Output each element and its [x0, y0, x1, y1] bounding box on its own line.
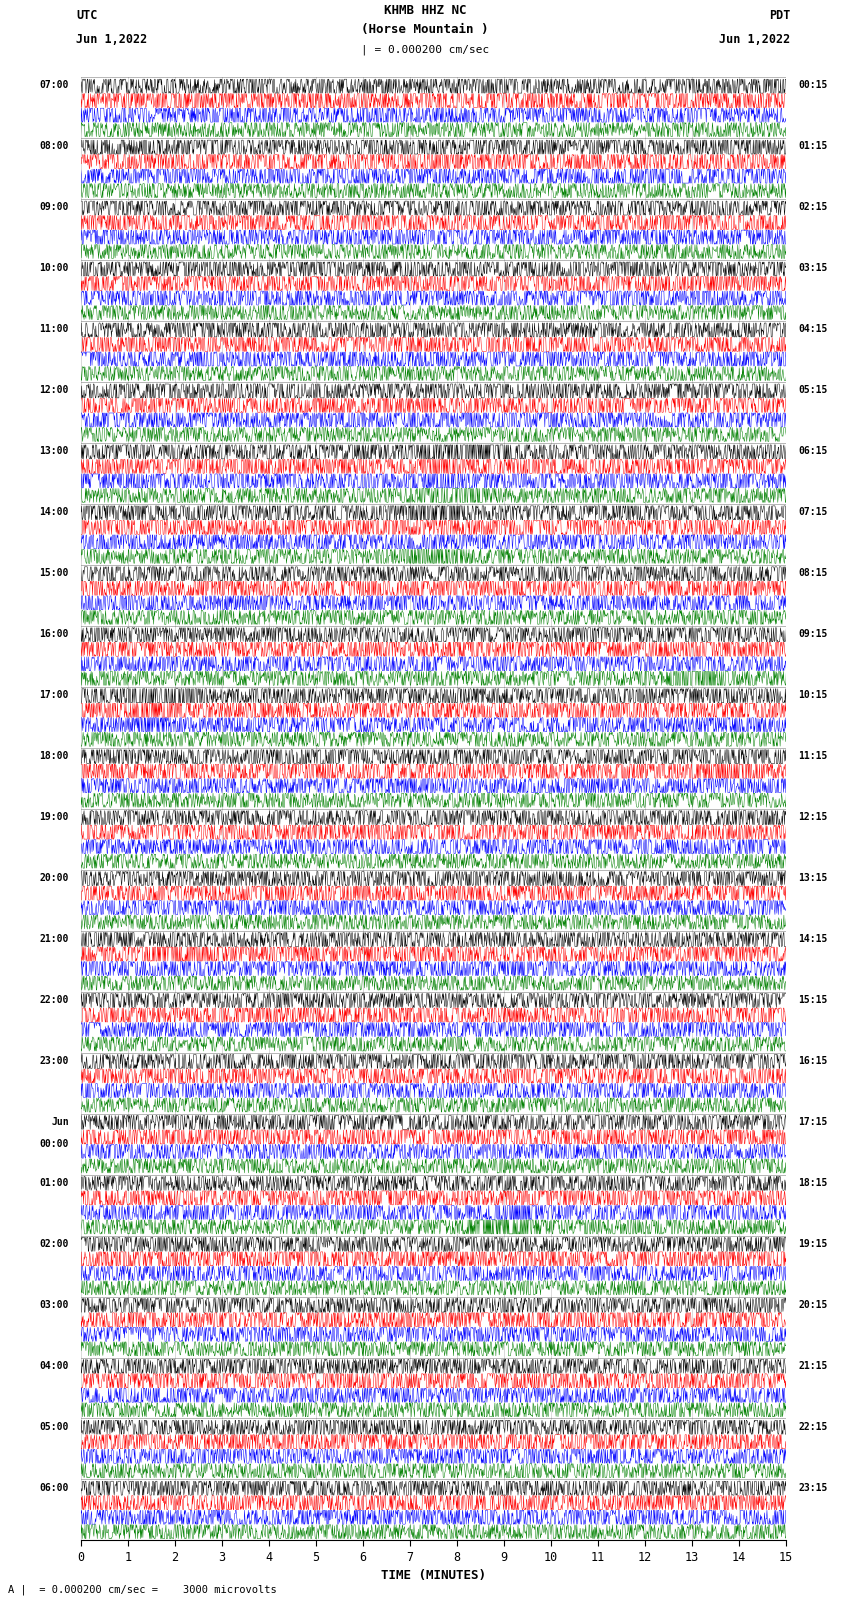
Text: 06:15: 06:15: [798, 447, 827, 456]
Text: 16:15: 16:15: [798, 1057, 827, 1066]
Text: 18:00: 18:00: [40, 752, 69, 761]
Text: 23:15: 23:15: [798, 1482, 827, 1492]
Text: 09:00: 09:00: [40, 202, 69, 213]
Text: 00:00: 00:00: [40, 1139, 69, 1150]
Text: 02:00: 02:00: [40, 1239, 69, 1248]
X-axis label: TIME (MINUTES): TIME (MINUTES): [381, 1569, 486, 1582]
Text: | = 0.000200 cm/sec: | = 0.000200 cm/sec: [361, 45, 489, 55]
Text: 07:00: 07:00: [40, 81, 69, 90]
Text: 07:15: 07:15: [798, 506, 827, 518]
Text: (Horse Mountain ): (Horse Mountain ): [361, 23, 489, 35]
Text: A |  = 0.000200 cm/sec =    3000 microvolts: A | = 0.000200 cm/sec = 3000 microvolts: [8, 1584, 277, 1595]
Text: 15:00: 15:00: [40, 568, 69, 577]
Text: 06:00: 06:00: [40, 1482, 69, 1492]
Text: 23:00: 23:00: [40, 1057, 69, 1066]
Text: 01:15: 01:15: [798, 142, 827, 152]
Text: 02:15: 02:15: [798, 202, 827, 213]
Text: 15:15: 15:15: [798, 995, 827, 1005]
Text: 03:00: 03:00: [40, 1300, 69, 1310]
Text: 08:15: 08:15: [798, 568, 827, 577]
Text: 11:00: 11:00: [40, 324, 69, 334]
Text: 12:15: 12:15: [798, 811, 827, 823]
Text: 22:15: 22:15: [798, 1421, 827, 1432]
Text: 05:00: 05:00: [40, 1421, 69, 1432]
Text: 05:15: 05:15: [798, 386, 827, 395]
Text: 10:15: 10:15: [798, 690, 827, 700]
Text: Jun: Jun: [51, 1116, 69, 1127]
Text: 08:00: 08:00: [40, 142, 69, 152]
Text: 12:00: 12:00: [40, 386, 69, 395]
Text: 19:00: 19:00: [40, 811, 69, 823]
Text: 19:15: 19:15: [798, 1239, 827, 1248]
Text: 13:15: 13:15: [798, 873, 827, 882]
Text: 09:15: 09:15: [798, 629, 827, 639]
Text: 13:00: 13:00: [40, 447, 69, 456]
Text: UTC: UTC: [76, 10, 98, 23]
Text: 18:15: 18:15: [798, 1177, 827, 1187]
Text: 21:15: 21:15: [798, 1361, 827, 1371]
Text: 22:00: 22:00: [40, 995, 69, 1005]
Text: 03:15: 03:15: [798, 263, 827, 273]
Text: Jun 1,2022: Jun 1,2022: [76, 32, 148, 45]
Text: 01:00: 01:00: [40, 1177, 69, 1187]
Text: 17:00: 17:00: [40, 690, 69, 700]
Text: 16:00: 16:00: [40, 629, 69, 639]
Text: 20:00: 20:00: [40, 873, 69, 882]
Text: 04:00: 04:00: [40, 1361, 69, 1371]
Text: KHMB HHZ NC: KHMB HHZ NC: [383, 3, 467, 16]
Text: 11:15: 11:15: [798, 752, 827, 761]
Text: 10:00: 10:00: [40, 263, 69, 273]
Text: 14:15: 14:15: [798, 934, 827, 944]
Text: 00:15: 00:15: [798, 81, 827, 90]
Text: 20:15: 20:15: [798, 1300, 827, 1310]
Text: 21:00: 21:00: [40, 934, 69, 944]
Text: PDT: PDT: [769, 10, 790, 23]
Text: 17:15: 17:15: [798, 1116, 827, 1127]
Text: Jun 1,2022: Jun 1,2022: [719, 32, 791, 45]
Text: 04:15: 04:15: [798, 324, 827, 334]
Text: 14:00: 14:00: [40, 506, 69, 518]
